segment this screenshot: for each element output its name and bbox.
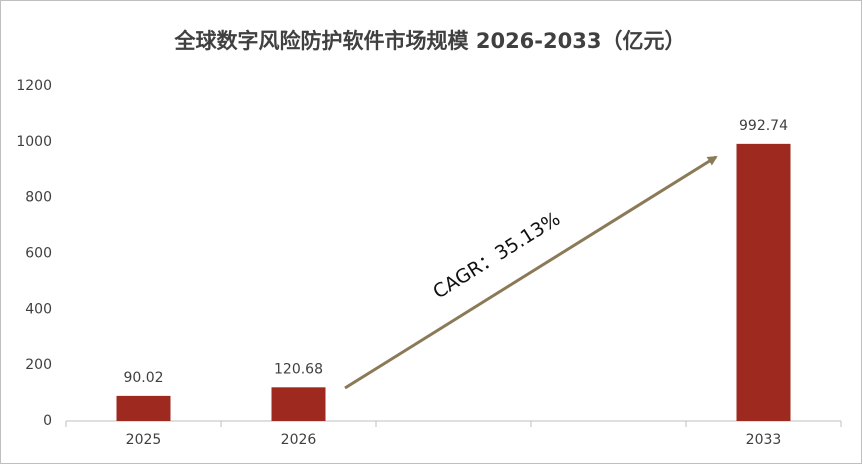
- y-tick-label: 800: [25, 190, 52, 206]
- y-tick-label: 200: [25, 357, 52, 373]
- x-tick-label: 2026: [281, 432, 317, 448]
- cagr-arrow: [344, 155, 718, 390]
- x-tick-label: 2025: [126, 432, 162, 448]
- bar: [116, 395, 171, 421]
- bar: [736, 143, 791, 421]
- y-tick-label: 1000: [16, 134, 52, 150]
- y-tick-label: 0: [43, 413, 52, 429]
- chart-title: 全球数字风险防护软件市场规模 2026-2033（亿元）: [174, 29, 686, 53]
- y-tick-label: 400: [25, 301, 52, 317]
- value-label: 120.68: [274, 361, 323, 377]
- y-tick-label: 1200: [16, 78, 52, 94]
- x-tick-label: 2033: [746, 432, 782, 448]
- value-label: 90.02: [123, 370, 163, 386]
- bar: [271, 387, 326, 421]
- y-tick-label: 600: [25, 246, 52, 262]
- value-label: 992.74: [739, 118, 788, 134]
